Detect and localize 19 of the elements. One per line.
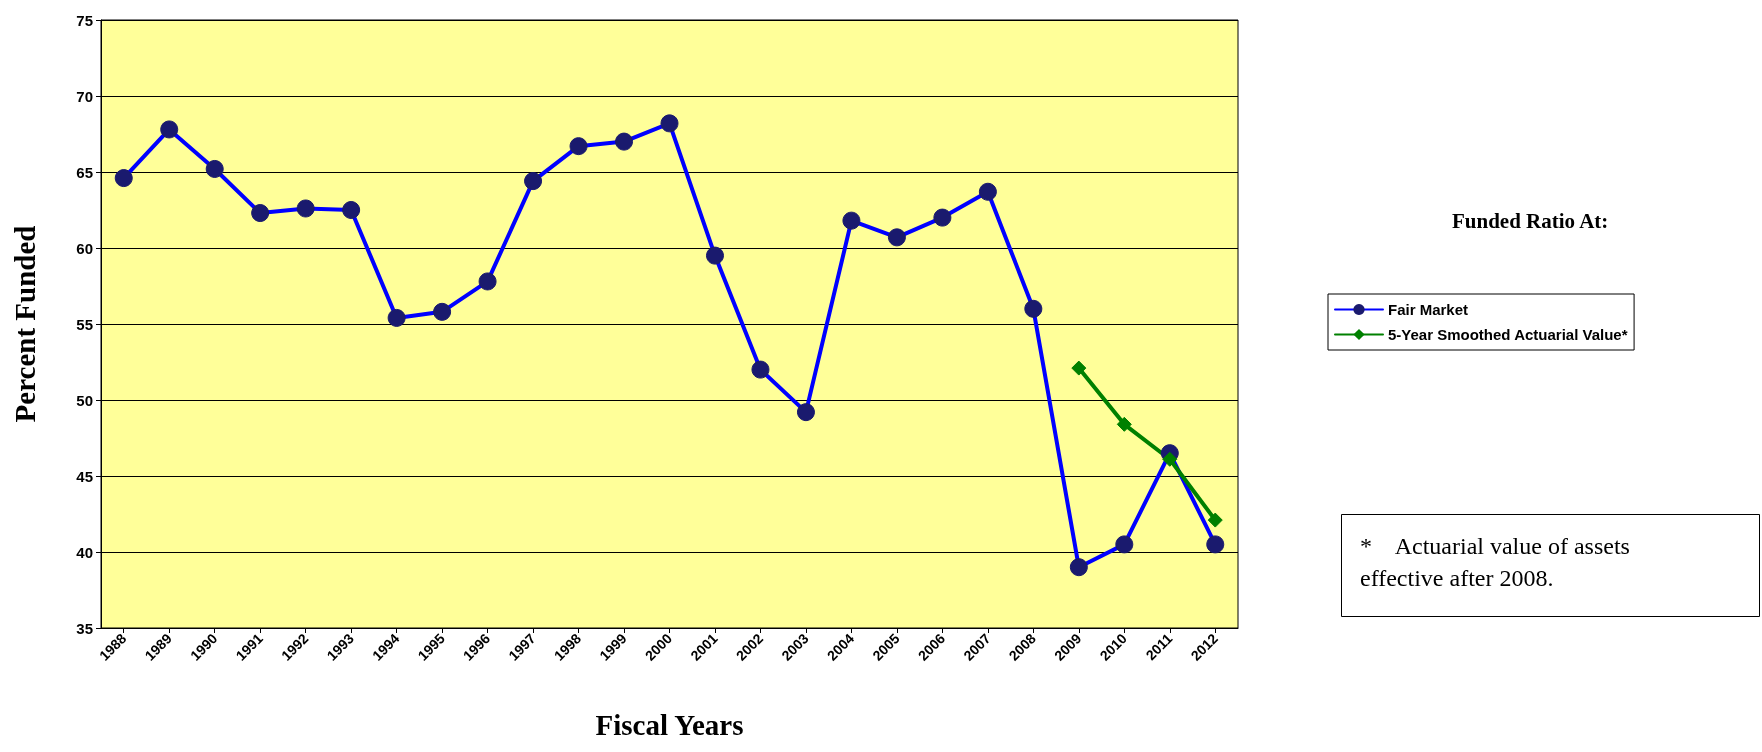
text: * Actuarial value of assets effective after 2008. xyxy=(1360,533,1636,591)
legend-label: 5-Year Smoothed Actuarial Value* xyxy=(1388,326,1628,343)
point xyxy=(1071,360,1087,376)
y-tick-label: 50 xyxy=(76,391,93,409)
point xyxy=(1116,416,1132,432)
point xyxy=(1207,512,1223,528)
y-axis-title: Percent Funded xyxy=(8,225,41,423)
y-tick-label: 60 xyxy=(76,239,93,257)
y-tick-label: 70 xyxy=(76,87,93,105)
legend-label: Fair Market xyxy=(1388,301,1469,318)
x-axis-title: Fiscal Years xyxy=(595,708,744,741)
y-tick-label: 35 xyxy=(76,619,93,637)
y-tick-label: 40 xyxy=(76,543,93,561)
y-tick-label: 75 xyxy=(76,11,93,29)
y-tick-label: 45 xyxy=(76,467,93,485)
y-tick-label: 65 xyxy=(76,163,93,181)
legend-title: Funded Ratio At: xyxy=(1452,208,1609,233)
y-tick-label: 55 xyxy=(76,315,93,333)
point xyxy=(1162,451,1178,467)
